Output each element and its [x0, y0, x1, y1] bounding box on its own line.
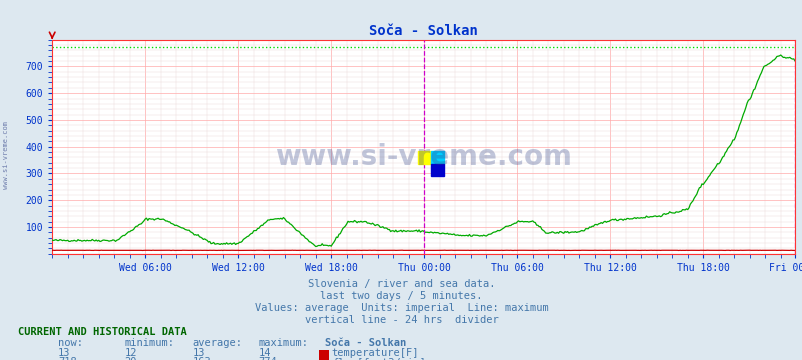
Text: 13: 13 — [58, 348, 71, 358]
Text: now:: now: — [58, 338, 83, 348]
Text: Slovenia / river and sea data.: Slovenia / river and sea data. — [307, 279, 495, 289]
Text: www.si-vreme.com: www.si-vreme.com — [3, 121, 10, 189]
Text: Soča - Solkan: Soča - Solkan — [325, 338, 406, 348]
Text: 20: 20 — [124, 357, 137, 360]
Text: 12: 12 — [124, 348, 137, 358]
Text: last two days / 5 minutes.: last two days / 5 minutes. — [320, 291, 482, 301]
Text: www.si-vreme.com: www.si-vreme.com — [275, 143, 571, 171]
Title: Soča - Solkan: Soča - Solkan — [369, 24, 477, 39]
Text: vertical line - 24 hrs  divider: vertical line - 24 hrs divider — [304, 315, 498, 325]
Text: Values: average  Units: imperial  Line: maximum: Values: average Units: imperial Line: ma… — [254, 303, 548, 313]
Bar — [417, 151, 430, 163]
Text: 718: 718 — [58, 357, 76, 360]
Text: temperature[F]: temperature[F] — [331, 348, 419, 358]
Text: average:: average: — [192, 338, 242, 348]
Text: 774: 774 — [258, 357, 277, 360]
Text: minimum:: minimum: — [124, 338, 174, 348]
Text: 163: 163 — [192, 357, 211, 360]
Text: CURRENT AND HISTORICAL DATA: CURRENT AND HISTORICAL DATA — [18, 327, 186, 337]
Text: 13: 13 — [192, 348, 205, 358]
Text: flow[foot3/min]: flow[foot3/min] — [331, 357, 425, 360]
Text: maximum:: maximum: — [258, 338, 308, 348]
Text: 14: 14 — [258, 348, 271, 358]
Bar — [430, 163, 443, 176]
Bar — [430, 151, 443, 163]
